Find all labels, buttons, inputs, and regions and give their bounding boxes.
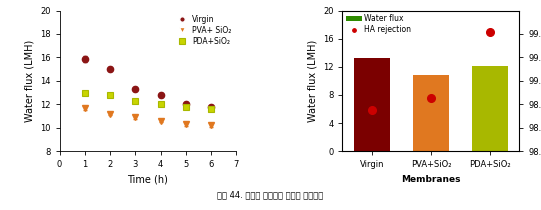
Legend: Virgin, PVA+ SiO₂, PDA+SiO₂: Virgin, PVA+ SiO₂, PDA+SiO₂ [173, 13, 234, 48]
Text: 그림 44. 개질된 삼투기반 분리막 성능평가: 그림 44. 개질된 삼투기반 분리막 성능평가 [217, 190, 324, 199]
Legend: Water flux, HA rejection: Water flux, HA rejection [345, 13, 412, 36]
Bar [354, 58, 390, 151]
Y-axis label: Water flux (LMH): Water flux (LMH) [24, 40, 34, 122]
X-axis label: Time (h): Time (h) [128, 175, 168, 185]
Y-axis label: Water flux (LMH): Water flux (LMH) [307, 40, 317, 122]
Bar [472, 66, 507, 151]
Bar [413, 75, 448, 151]
X-axis label: Membranes: Membranes [401, 175, 461, 184]
